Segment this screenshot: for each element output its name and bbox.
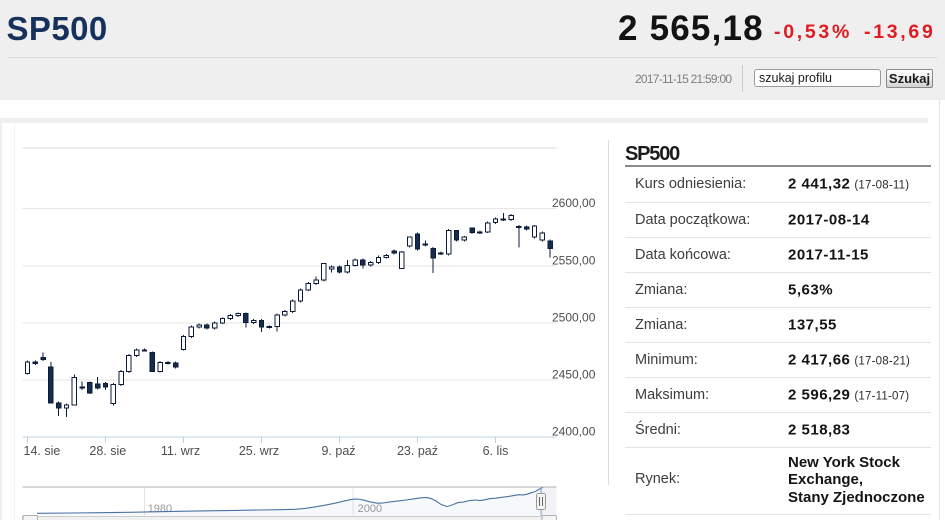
svg-text:14. sie: 14. sie [24, 444, 61, 458]
svg-text:2500,00: 2500,00 [552, 310, 596, 324]
svg-text:2550,00: 2550,00 [552, 253, 596, 267]
svg-text:11. wrz: 11. wrz [161, 444, 200, 458]
svg-text:2600,00: 2600,00 [552, 196, 596, 210]
svg-text:23. paź: 23. paź [397, 444, 438, 458]
svg-text:2450,00: 2450,00 [552, 368, 596, 382]
svg-text:9. paź: 9. paź [321, 444, 355, 458]
svg-text:6. lis: 6. lis [483, 444, 509, 458]
svg-text:2000: 2000 [358, 503, 382, 515]
svg-text:25. wrz: 25. wrz [239, 444, 279, 458]
svg-text:2400,00: 2400,00 [552, 425, 596, 439]
svg-text:28. sie: 28. sie [89, 444, 126, 458]
